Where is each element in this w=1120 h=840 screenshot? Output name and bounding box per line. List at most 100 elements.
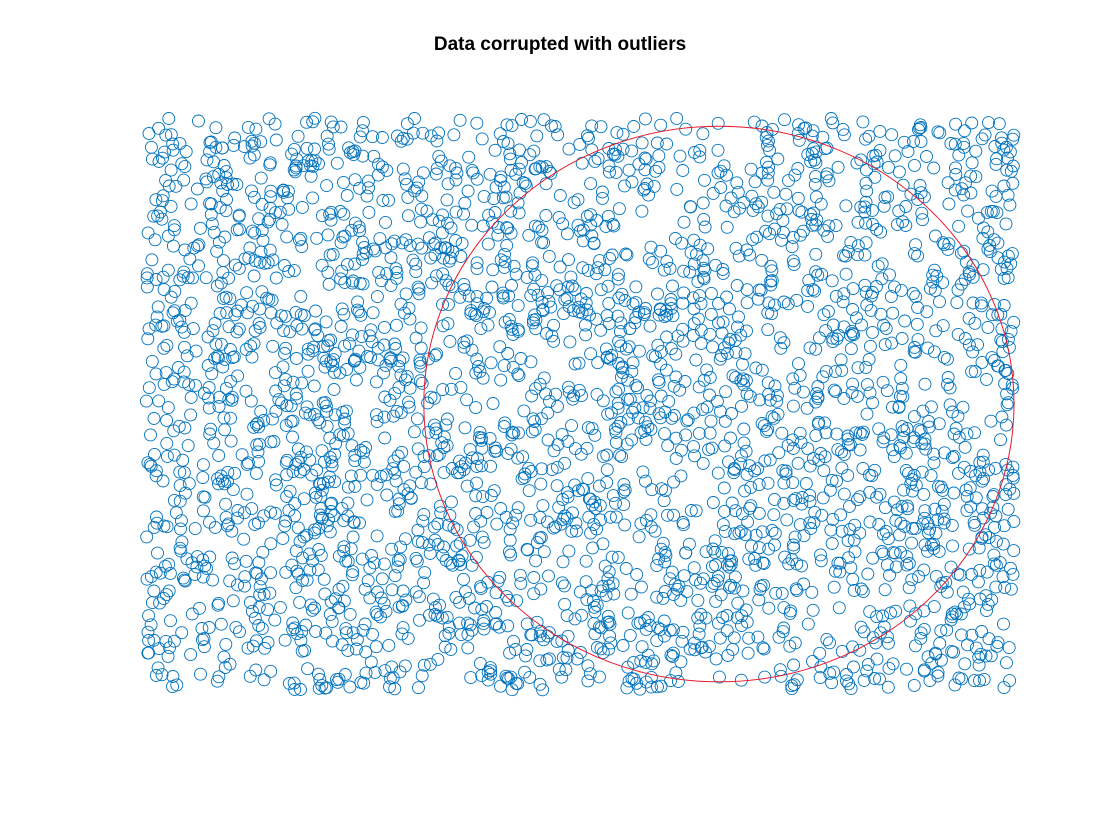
data-point: [915, 465, 929, 479]
data-point: [460, 334, 474, 348]
data-point: [321, 339, 335, 353]
data-point: [412, 282, 426, 296]
data-point: [937, 350, 951, 364]
data-point: [300, 115, 314, 129]
data-point: [150, 510, 163, 524]
data-point: [299, 618, 313, 632]
data-point: [914, 631, 928, 645]
data-point: [149, 565, 163, 579]
data-point: [575, 608, 589, 622]
data-point: [821, 229, 835, 243]
data-point: [398, 306, 411, 320]
data-point: [452, 616, 466, 630]
data-point: [241, 456, 255, 470]
data-point: [698, 263, 712, 277]
data-point: [951, 409, 965, 423]
data-point: [863, 605, 877, 619]
data-point: [305, 603, 319, 617]
data-point: [669, 370, 683, 384]
data-point: [542, 652, 556, 666]
data-point: [865, 469, 879, 483]
data-point: [286, 375, 300, 389]
data-point: [655, 482, 669, 496]
data-point: [566, 506, 579, 520]
data-point: [650, 559, 664, 573]
data-point: [860, 664, 874, 678]
data-point: [219, 497, 233, 511]
data-point: [922, 420, 936, 434]
data-point: [613, 448, 627, 462]
data-point: [501, 137, 515, 151]
data-point: [1004, 582, 1018, 596]
data-point: [886, 306, 900, 320]
data-point: [217, 291, 230, 305]
data-point: [768, 379, 782, 393]
data-point: [319, 399, 333, 413]
data-point: [995, 322, 1009, 336]
data-point: [736, 584, 750, 598]
data-point: [1004, 561, 1017, 575]
data-point: [806, 451, 820, 465]
data-point: [246, 639, 260, 653]
data-point: [250, 417, 263, 431]
data-point: [786, 538, 800, 552]
data-point: [494, 373, 508, 387]
data-point: [981, 225, 995, 239]
data-point: [152, 394, 166, 408]
data-point: [611, 396, 625, 410]
data-point: [262, 112, 276, 126]
data-point: [375, 131, 389, 144]
data-point: [484, 356, 498, 370]
data-point: [611, 419, 625, 433]
data-point: [911, 333, 925, 347]
data-point: [160, 520, 174, 534]
data-point: [673, 149, 687, 163]
data-point: [167, 634, 181, 648]
data-point: [261, 603, 275, 617]
data-point: [174, 514, 188, 528]
data-point: [505, 322, 519, 336]
data-point: [355, 552, 369, 566]
data-point: [278, 519, 292, 533]
data-point: [263, 212, 277, 226]
data-point: [830, 427, 844, 441]
data-point: [884, 290, 898, 304]
data-point: [547, 334, 561, 348]
data-point: [176, 453, 190, 467]
data-point: [249, 466, 263, 480]
data-point: [526, 412, 540, 426]
data-point: [180, 552, 194, 566]
data-point: [233, 625, 246, 639]
data-point: [555, 576, 569, 590]
data-point: [145, 354, 159, 368]
data-point: [520, 542, 534, 556]
data-point: [394, 406, 408, 420]
data-point: [763, 393, 777, 407]
data-point: [724, 558, 738, 572]
data-point: [932, 480, 945, 494]
data-point: [467, 520, 481, 534]
data-point: [221, 178, 234, 191]
data-point: [654, 244, 668, 258]
data-point: [945, 644, 959, 658]
data-point: [149, 367, 163, 381]
data-point: [389, 342, 403, 355]
data-point: [540, 515, 554, 529]
data-point: [494, 679, 507, 693]
data-point: [482, 208, 496, 222]
data-point: [735, 449, 748, 463]
data-point: [877, 199, 891, 213]
data-point: [427, 237, 441, 251]
data-point: [620, 437, 634, 451]
data-point: [693, 619, 707, 633]
data-point: [585, 143, 599, 157]
data-point: [200, 561, 214, 575]
data-point: [359, 645, 373, 659]
data-point: [579, 287, 593, 300]
data-point: [366, 627, 379, 641]
data-point: [535, 160, 549, 174]
data-point: [704, 307, 718, 321]
data-point: [651, 338, 665, 352]
data-point: [376, 194, 390, 207]
data-point: [409, 551, 423, 565]
